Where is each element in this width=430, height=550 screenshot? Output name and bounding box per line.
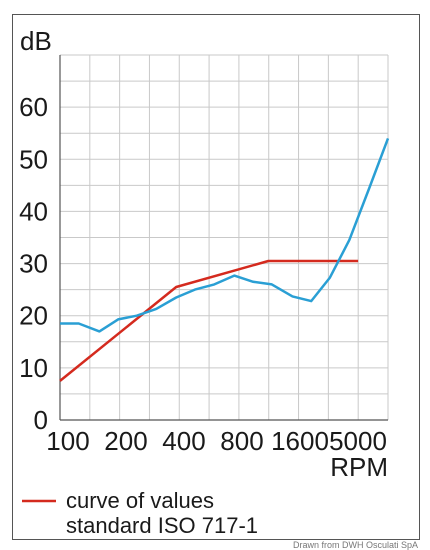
legend: curve of values standard ISO 717-1 <box>22 488 258 538</box>
series-line-iso-curve <box>59 259 359 382</box>
x-tick-label: 200 <box>104 426 147 456</box>
x-tick-label: 400 <box>162 426 205 456</box>
x-tick-label: 800 <box>220 426 263 456</box>
x-tick-label: 100 <box>46 426 89 456</box>
grid <box>59 54 389 421</box>
y-tick-label: 50 <box>19 144 48 174</box>
x-tick-label: 5000 <box>329 426 387 456</box>
y-tick-label: 20 <box>19 301 48 331</box>
y-tick-label: 10 <box>19 353 48 383</box>
y-tick-label: 0 <box>34 405 48 435</box>
x-tick-label: 1600 <box>271 426 329 456</box>
legend-line-1: curve of values <box>66 488 214 513</box>
y-tick-label: 60 <box>19 92 48 122</box>
y-tick-label: 40 <box>19 196 48 226</box>
y-unit-label: dB <box>20 26 52 56</box>
chart-frame <box>12 14 420 540</box>
series-line-measured <box>60 137 390 333</box>
legend-line-2: standard ISO 717-1 <box>66 513 258 538</box>
credit-text: Drawn from DWH Osculati SpA <box>292 540 418 550</box>
series-layer <box>59 137 390 382</box>
y-tick-label: 30 <box>19 249 48 279</box>
axes: 0 10 20 30 40 50 60 100 200 400 800 1600 5000 <box>19 55 388 456</box>
x-axis-label: RPM <box>330 452 388 482</box>
